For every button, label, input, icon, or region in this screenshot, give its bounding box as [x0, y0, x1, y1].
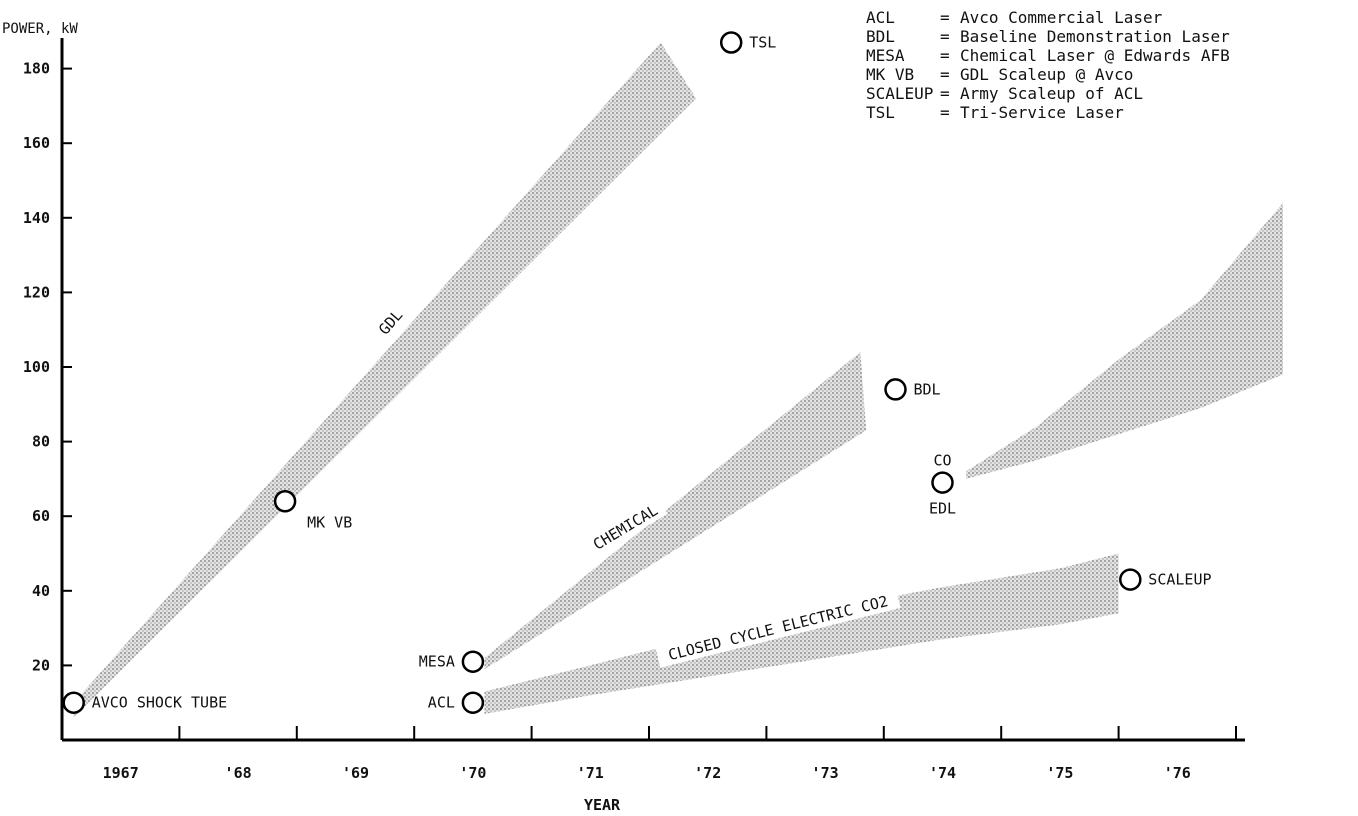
y-tick-label: 160 [23, 134, 50, 152]
band-chemical [484, 352, 867, 670]
legend-abbr: MK VB [866, 65, 914, 84]
data-point-scaleup [1119, 568, 1142, 591]
legend-abbr: TSL [866, 103, 895, 122]
point-label-mesa: MESA [419, 653, 455, 671]
data-point-acl [461, 691, 485, 714]
point-label-bdl: BDL [914, 380, 941, 398]
y-tick-label: 120 [23, 283, 50, 301]
y-tick-label: 80 [32, 433, 50, 451]
y-axis-label: POWER, kW [2, 21, 78, 37]
band-gdl [73, 42, 696, 718]
x-tick-label: '72 [694, 764, 721, 782]
legend-eq: = [940, 27, 950, 46]
axes-layer: 20 40 60 80 100 120 140 160 180 1967 '68 '69 '70 '71 '… [23, 38, 1245, 782]
legend-desc: Tri-Service Laser [960, 103, 1124, 122]
legend-desc: Baseline Demonstration Laser [960, 27, 1230, 46]
band-closed-cycle-electric-co2 [484, 553, 1119, 714]
x-tick-label: 1967 [103, 764, 139, 782]
legend-desc: Chemical Laser @ Edwards AFB [960, 46, 1230, 65]
point-label-edl: EDL [929, 500, 956, 518]
x-axis-label: YEAR [584, 796, 621, 814]
data-point-mesa [461, 650, 485, 673]
legend-eq: = [940, 65, 950, 84]
data-point-tsl [719, 31, 743, 54]
y-tick-label: 180 [23, 60, 50, 78]
x-tick-label: '73 [812, 764, 839, 782]
legend-desc: GDL Scaleup @ Avco [960, 65, 1133, 84]
point-label-avco-shock-tube: AVCO SHOCK TUBE [92, 694, 227, 712]
data-point-bdl [884, 378, 907, 401]
x-tick-label: '76 [1164, 764, 1191, 782]
x-tick-label: '70 [459, 764, 486, 782]
data-point-co [931, 471, 954, 494]
y-tick-label: 40 [32, 582, 50, 600]
legend-abbr: ACL [866, 8, 895, 27]
x-tick-label: '75 [1046, 764, 1073, 782]
legend-abbr: SCALEUP [866, 84, 933, 103]
point-label-mk-vb: MK VB [307, 513, 352, 531]
x-tick-label: '69 [342, 764, 369, 782]
x-tick-label: '74 [929, 764, 956, 782]
point-label-tsl: TSL [749, 34, 776, 52]
point-label-acl: ACL [428, 694, 455, 712]
legend: ACL = Avco Commercial Laser BDL = Baseline De… [866, 8, 1230, 122]
y-tick-label: 20 [32, 656, 50, 674]
legend-abbr: BDL [866, 27, 895, 46]
point-label-co: CO [933, 452, 951, 470]
points-layer: AVCO SHOCK TUBE MK VB TSL MESA ACL BDL CO EDL SC… [62, 31, 1212, 714]
band-co [966, 202, 1283, 479]
data-point-avco-shock-tube [62, 691, 85, 714]
y-tick-label: 60 [32, 507, 50, 525]
y-tick-label: 100 [23, 358, 50, 376]
y-tick-label: 140 [23, 209, 50, 227]
legend-eq: = [940, 103, 950, 122]
x-tick-label: '68 [225, 764, 252, 782]
legend-eq: = [940, 8, 950, 27]
legend-eq: = [940, 46, 950, 65]
data-point-mk-vb [273, 490, 297, 513]
legend-eq: = [940, 84, 950, 103]
legend-desc: Avco Commercial Laser [960, 8, 1163, 27]
legend-abbr: MESA [866, 46, 905, 65]
legend-desc: Army Scaleup of ACL [960, 84, 1143, 103]
point-label-scaleup: SCALEUP [1148, 571, 1211, 589]
x-tick-label: '71 [577, 764, 604, 782]
